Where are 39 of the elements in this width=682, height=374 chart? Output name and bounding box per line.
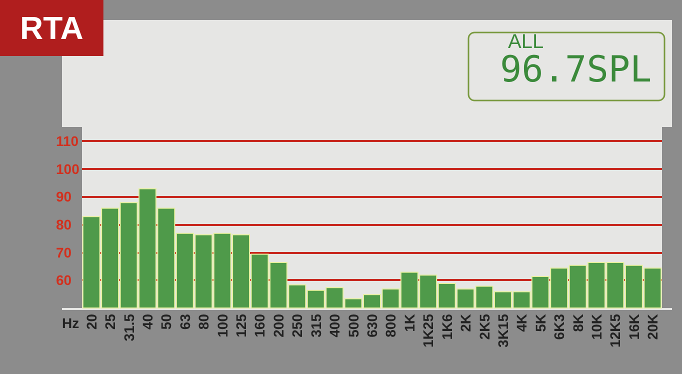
y-tick-label: 70 <box>56 244 72 260</box>
x-axis-title: Hz <box>62 315 80 331</box>
x-tick-label: 40 <box>139 314 156 330</box>
x-tick-label: 5K <box>532 314 548 332</box>
y-tick-label: 100 <box>56 160 80 177</box>
x-tick-label: 10K <box>588 314 605 340</box>
x-tick-label: 25 <box>102 314 118 330</box>
x-tick-label: 125 <box>233 314 250 338</box>
y-tick-label: 80 <box>56 216 72 232</box>
x-tick-label: 80 <box>196 314 212 330</box>
x-tick-label: 20K <box>644 314 661 340</box>
x-tick-label: 16K <box>626 314 642 340</box>
x-tick-label: 8K <box>570 314 586 332</box>
x-tick-label: 20 <box>83 314 100 330</box>
y-tick-label: 90 <box>56 188 72 205</box>
chart-title: RTA <box>20 10 84 46</box>
x-tick-label: 4K <box>514 314 530 332</box>
x-tick-label: 500 <box>345 314 362 338</box>
x-tick-label: 3K15 <box>494 314 511 348</box>
x-tick-label: 160 <box>252 314 268 338</box>
x-tick-label: 100 <box>214 314 230 338</box>
x-tick-label: 6K3 <box>551 314 568 340</box>
x-tick-label: 200 <box>270 314 286 338</box>
x-tick-label: 63 <box>176 314 193 330</box>
y-tick-label: 110 <box>56 132 79 149</box>
x-tick-label: 2K5 <box>476 314 492 340</box>
x-tick-label: 1K <box>401 314 418 332</box>
x-tick-label: 800 <box>382 314 399 338</box>
x-tick-label: 12K5 <box>607 314 624 348</box>
x-tick-label: 31.5 <box>120 314 137 342</box>
x-tick-label: 400 <box>326 314 343 338</box>
x-tick-label: 250 <box>289 314 306 338</box>
x-tick-label: 2K <box>458 314 474 332</box>
y-tick-label: 60 <box>56 272 72 288</box>
x-tick-label: 50 <box>158 314 174 330</box>
x-tick-label: 1K25 <box>420 314 436 348</box>
x-tick-label: 1K6 <box>438 314 455 340</box>
x-tick-label: 630 <box>364 314 380 338</box>
x-tick-label: 315 <box>308 314 324 338</box>
